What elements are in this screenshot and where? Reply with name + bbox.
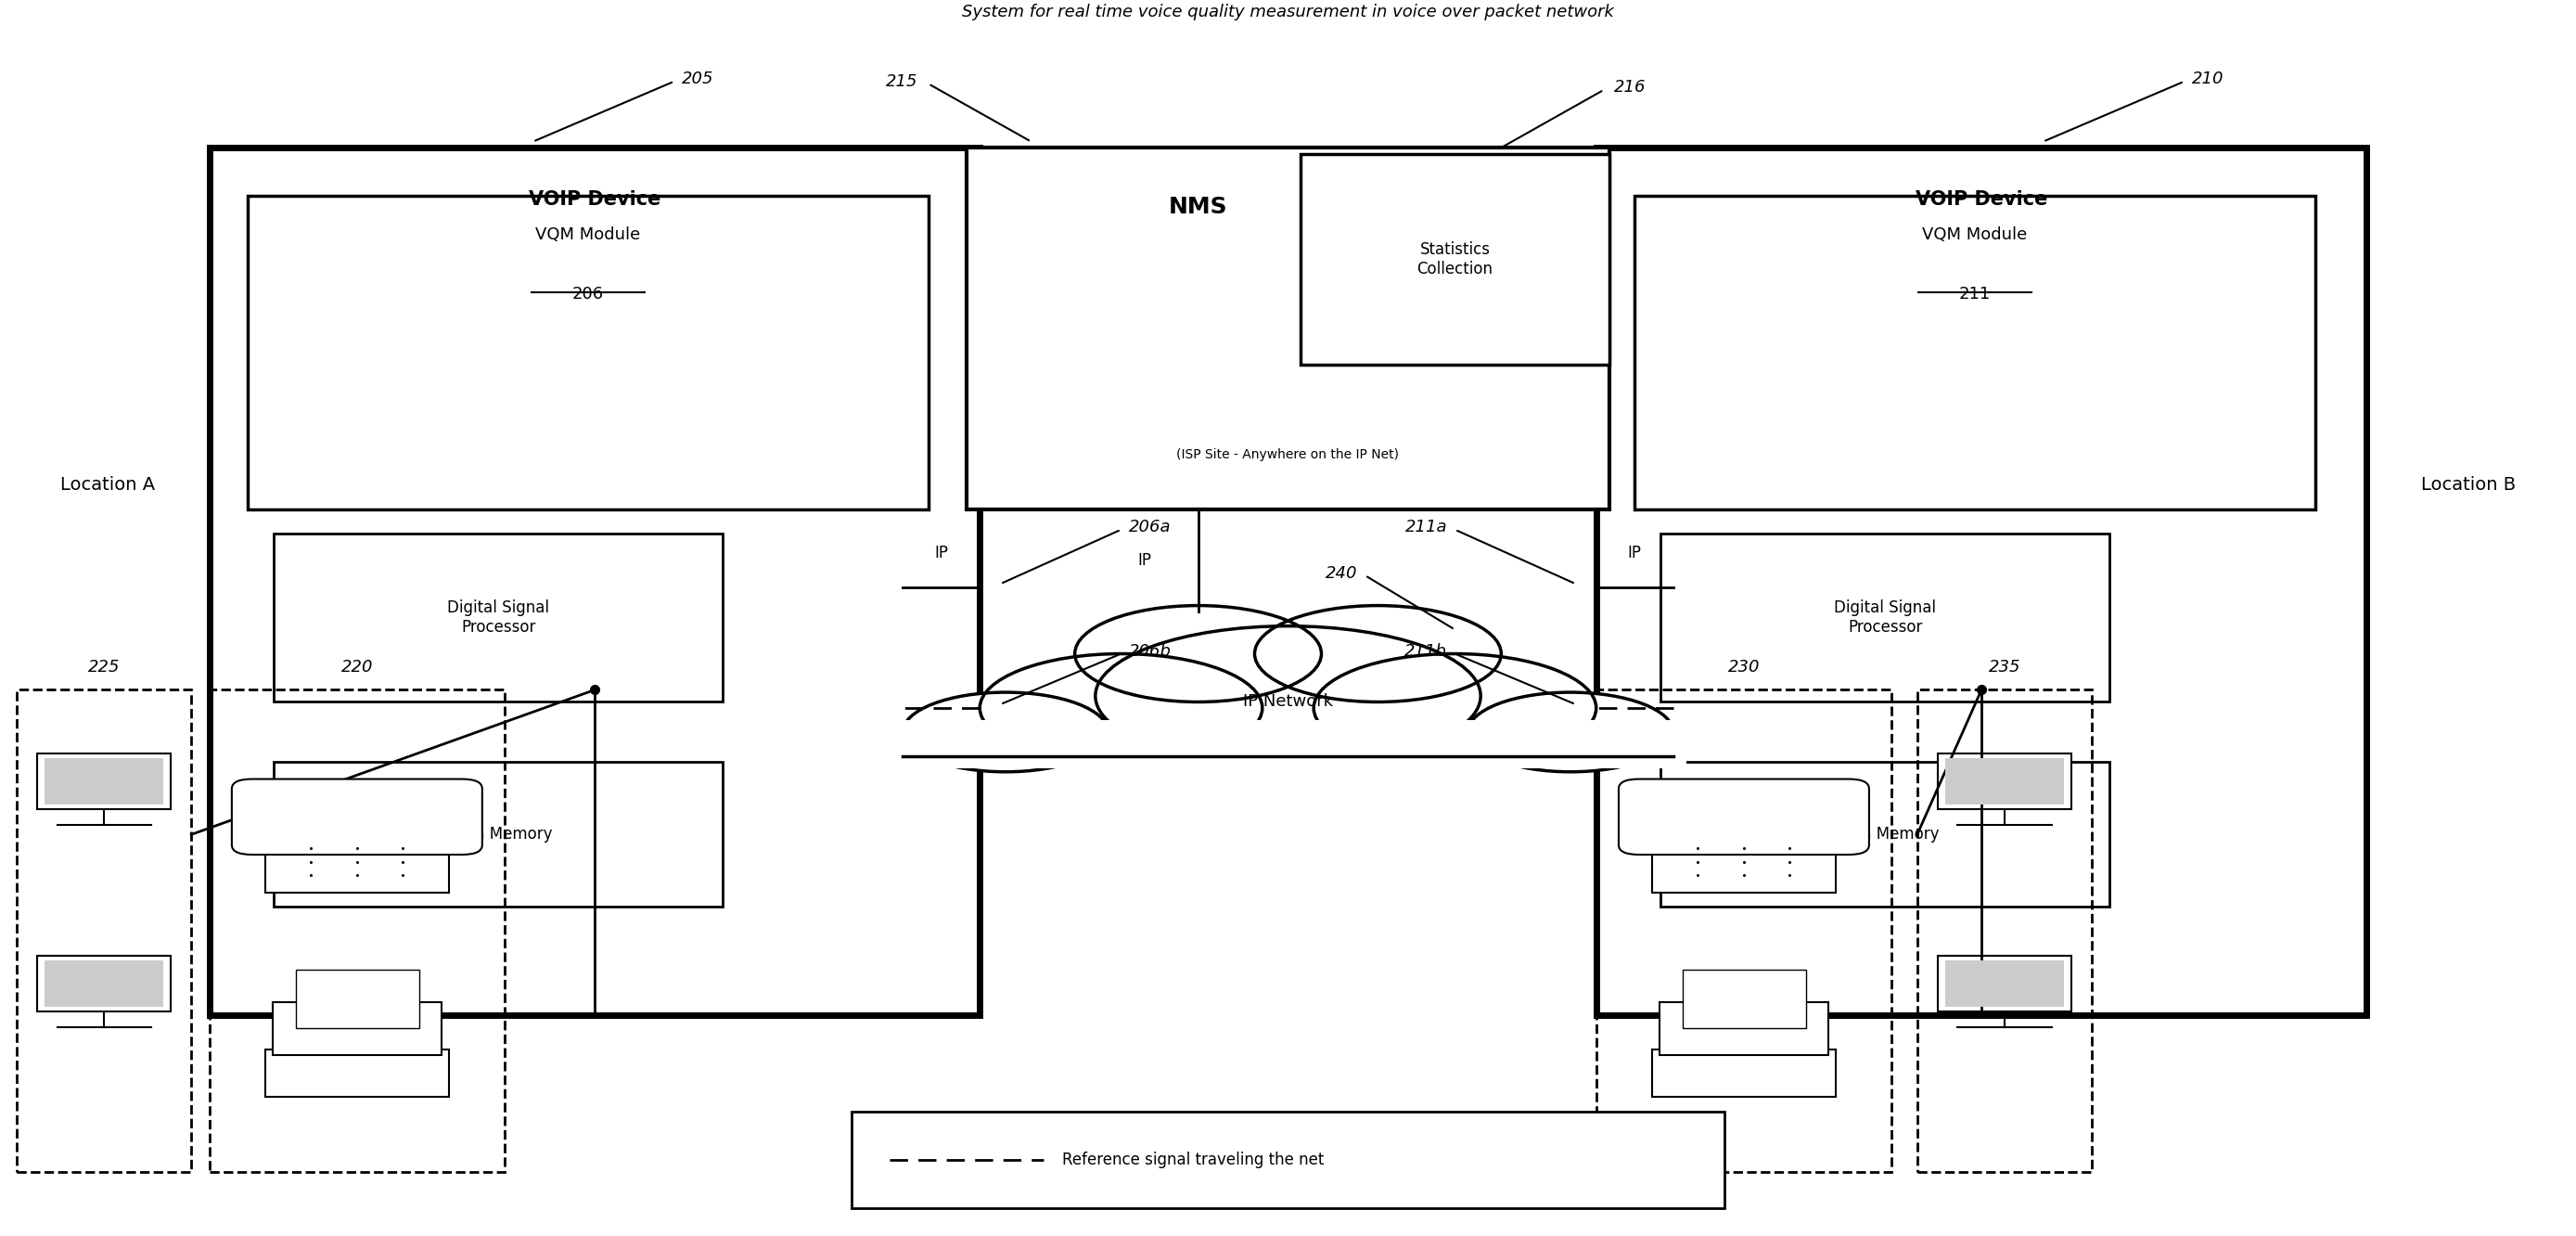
Bar xyxy=(247,195,927,509)
Ellipse shape xyxy=(902,692,1108,771)
Text: Digital Signal
Processor: Digital Signal Processor xyxy=(448,599,549,635)
Bar xyxy=(15,690,191,1172)
Text: 225: 225 xyxy=(88,659,121,675)
Text: IP Network: IP Network xyxy=(1244,693,1332,711)
Bar xyxy=(1636,195,2316,509)
Ellipse shape xyxy=(1468,692,1674,771)
Bar xyxy=(1651,1049,1837,1098)
Bar xyxy=(265,1049,448,1098)
Text: Digital Signal
Processor: Digital Signal Processor xyxy=(1834,599,1937,635)
Text: 206: 206 xyxy=(572,287,603,303)
Text: Statistics
Collection: Statistics Collection xyxy=(1417,241,1494,277)
Text: Flash Memory: Flash Memory xyxy=(443,826,551,843)
Text: VOIP Device: VOIP Device xyxy=(528,190,659,209)
Bar xyxy=(1597,690,1891,1172)
Text: 205: 205 xyxy=(683,70,714,88)
Text: Location B: Location B xyxy=(2421,476,2517,494)
Bar xyxy=(1597,147,2367,1015)
Text: VOIP Device: VOIP Device xyxy=(1917,190,2048,209)
Bar xyxy=(1945,759,2063,805)
Bar xyxy=(1651,831,1837,892)
Bar xyxy=(853,1111,1723,1208)
Bar xyxy=(889,721,1687,769)
Bar xyxy=(1662,533,2110,702)
Text: VQM Module: VQM Module xyxy=(1922,226,2027,242)
Bar xyxy=(36,955,170,1012)
Text: 216: 216 xyxy=(1615,79,1646,95)
Text: IP: IP xyxy=(1139,552,1151,569)
Bar xyxy=(966,147,1610,509)
Text: Location A: Location A xyxy=(59,476,155,494)
Text: 211b: 211b xyxy=(1404,643,1448,660)
Ellipse shape xyxy=(1095,627,1481,766)
Text: (ISP Site - Anywhere on the IP Net): (ISP Site - Anywhere on the IP Net) xyxy=(1177,447,1399,461)
Text: 230: 230 xyxy=(1728,659,1759,675)
Bar xyxy=(1945,960,2063,1007)
Text: 210: 210 xyxy=(2192,70,2223,88)
Bar xyxy=(44,759,162,805)
Text: VQM Module: VQM Module xyxy=(536,226,641,242)
Text: NMS: NMS xyxy=(1170,195,1229,218)
Ellipse shape xyxy=(1074,606,1321,702)
Bar xyxy=(273,763,724,907)
Text: 211: 211 xyxy=(1960,287,1991,303)
Text: 206a: 206a xyxy=(1128,519,1172,535)
FancyBboxPatch shape xyxy=(232,779,482,854)
Bar xyxy=(1659,1001,1829,1054)
Bar xyxy=(44,960,162,1007)
Bar xyxy=(1937,955,2071,1012)
Ellipse shape xyxy=(979,654,1262,763)
Bar xyxy=(1937,754,2071,810)
Ellipse shape xyxy=(1255,606,1502,702)
FancyBboxPatch shape xyxy=(1618,779,1870,854)
Bar xyxy=(273,1001,440,1054)
Bar xyxy=(36,754,170,810)
FancyBboxPatch shape xyxy=(1682,970,1806,1028)
Text: Reference signal traveling the net: Reference signal traveling the net xyxy=(1061,1152,1324,1168)
Text: Flash Memory: Flash Memory xyxy=(1832,826,1940,843)
Bar xyxy=(265,831,448,892)
Text: 215: 215 xyxy=(886,73,917,90)
Bar xyxy=(209,147,979,1015)
Bar xyxy=(1662,763,2110,907)
Text: 235: 235 xyxy=(1989,659,2020,675)
Bar xyxy=(1917,690,2092,1172)
Bar xyxy=(209,690,505,1172)
Text: 240: 240 xyxy=(1324,565,1358,581)
Bar xyxy=(1301,153,1610,365)
Bar xyxy=(273,533,724,702)
Ellipse shape xyxy=(1314,654,1597,763)
Text: 211a: 211a xyxy=(1404,519,1448,535)
Text: 206b: 206b xyxy=(1128,643,1172,660)
FancyBboxPatch shape xyxy=(296,970,420,1028)
Text: 220: 220 xyxy=(340,659,374,675)
Text: IP: IP xyxy=(1628,544,1641,561)
Text: IP: IP xyxy=(935,544,948,561)
Title: System for real time voice quality measurement in voice over packet network: System for real time voice quality measu… xyxy=(961,4,1615,21)
